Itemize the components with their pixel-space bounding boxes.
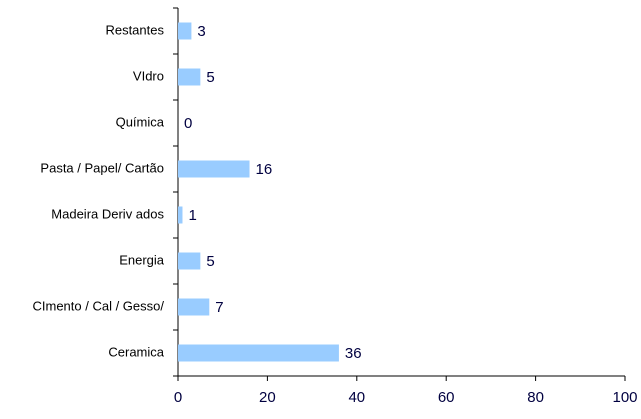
bar xyxy=(178,298,210,316)
x-tick-label: 0 xyxy=(174,389,182,406)
y-tick-label: Química xyxy=(116,114,165,129)
data-label: 16 xyxy=(256,161,273,178)
data-label: 5 xyxy=(206,253,214,270)
bar xyxy=(178,22,192,40)
bar xyxy=(178,68,201,86)
y-tick-label: CImento / Cal / Gesso/ xyxy=(33,298,165,313)
x-tick-label: 40 xyxy=(348,389,365,406)
y-tick-label: VIdro xyxy=(133,68,164,83)
data-label: 5 xyxy=(206,69,214,86)
x-tick-label: 20 xyxy=(259,389,276,406)
y-tick-label: Energia xyxy=(119,252,165,267)
bar xyxy=(178,252,201,270)
x-tick-label: 60 xyxy=(438,389,455,406)
data-label: 1 xyxy=(188,207,196,224)
x-tick-label: 80 xyxy=(527,389,544,406)
data-label: 36 xyxy=(345,345,362,362)
bar xyxy=(178,160,250,178)
data-label: 7 xyxy=(215,299,223,316)
y-tick-label: Pasta / Papel/ Cartão xyxy=(40,160,164,175)
data-label: 3 xyxy=(197,23,205,40)
bar xyxy=(178,206,183,224)
x-tick-label: 100 xyxy=(612,389,637,406)
y-tick-label: Ceramica xyxy=(108,344,164,359)
data-label: 0 xyxy=(184,115,192,132)
y-tick-label: Madeira Deriv ados xyxy=(51,206,164,221)
y-tick-label: Restantes xyxy=(105,22,164,37)
bar xyxy=(178,344,339,362)
